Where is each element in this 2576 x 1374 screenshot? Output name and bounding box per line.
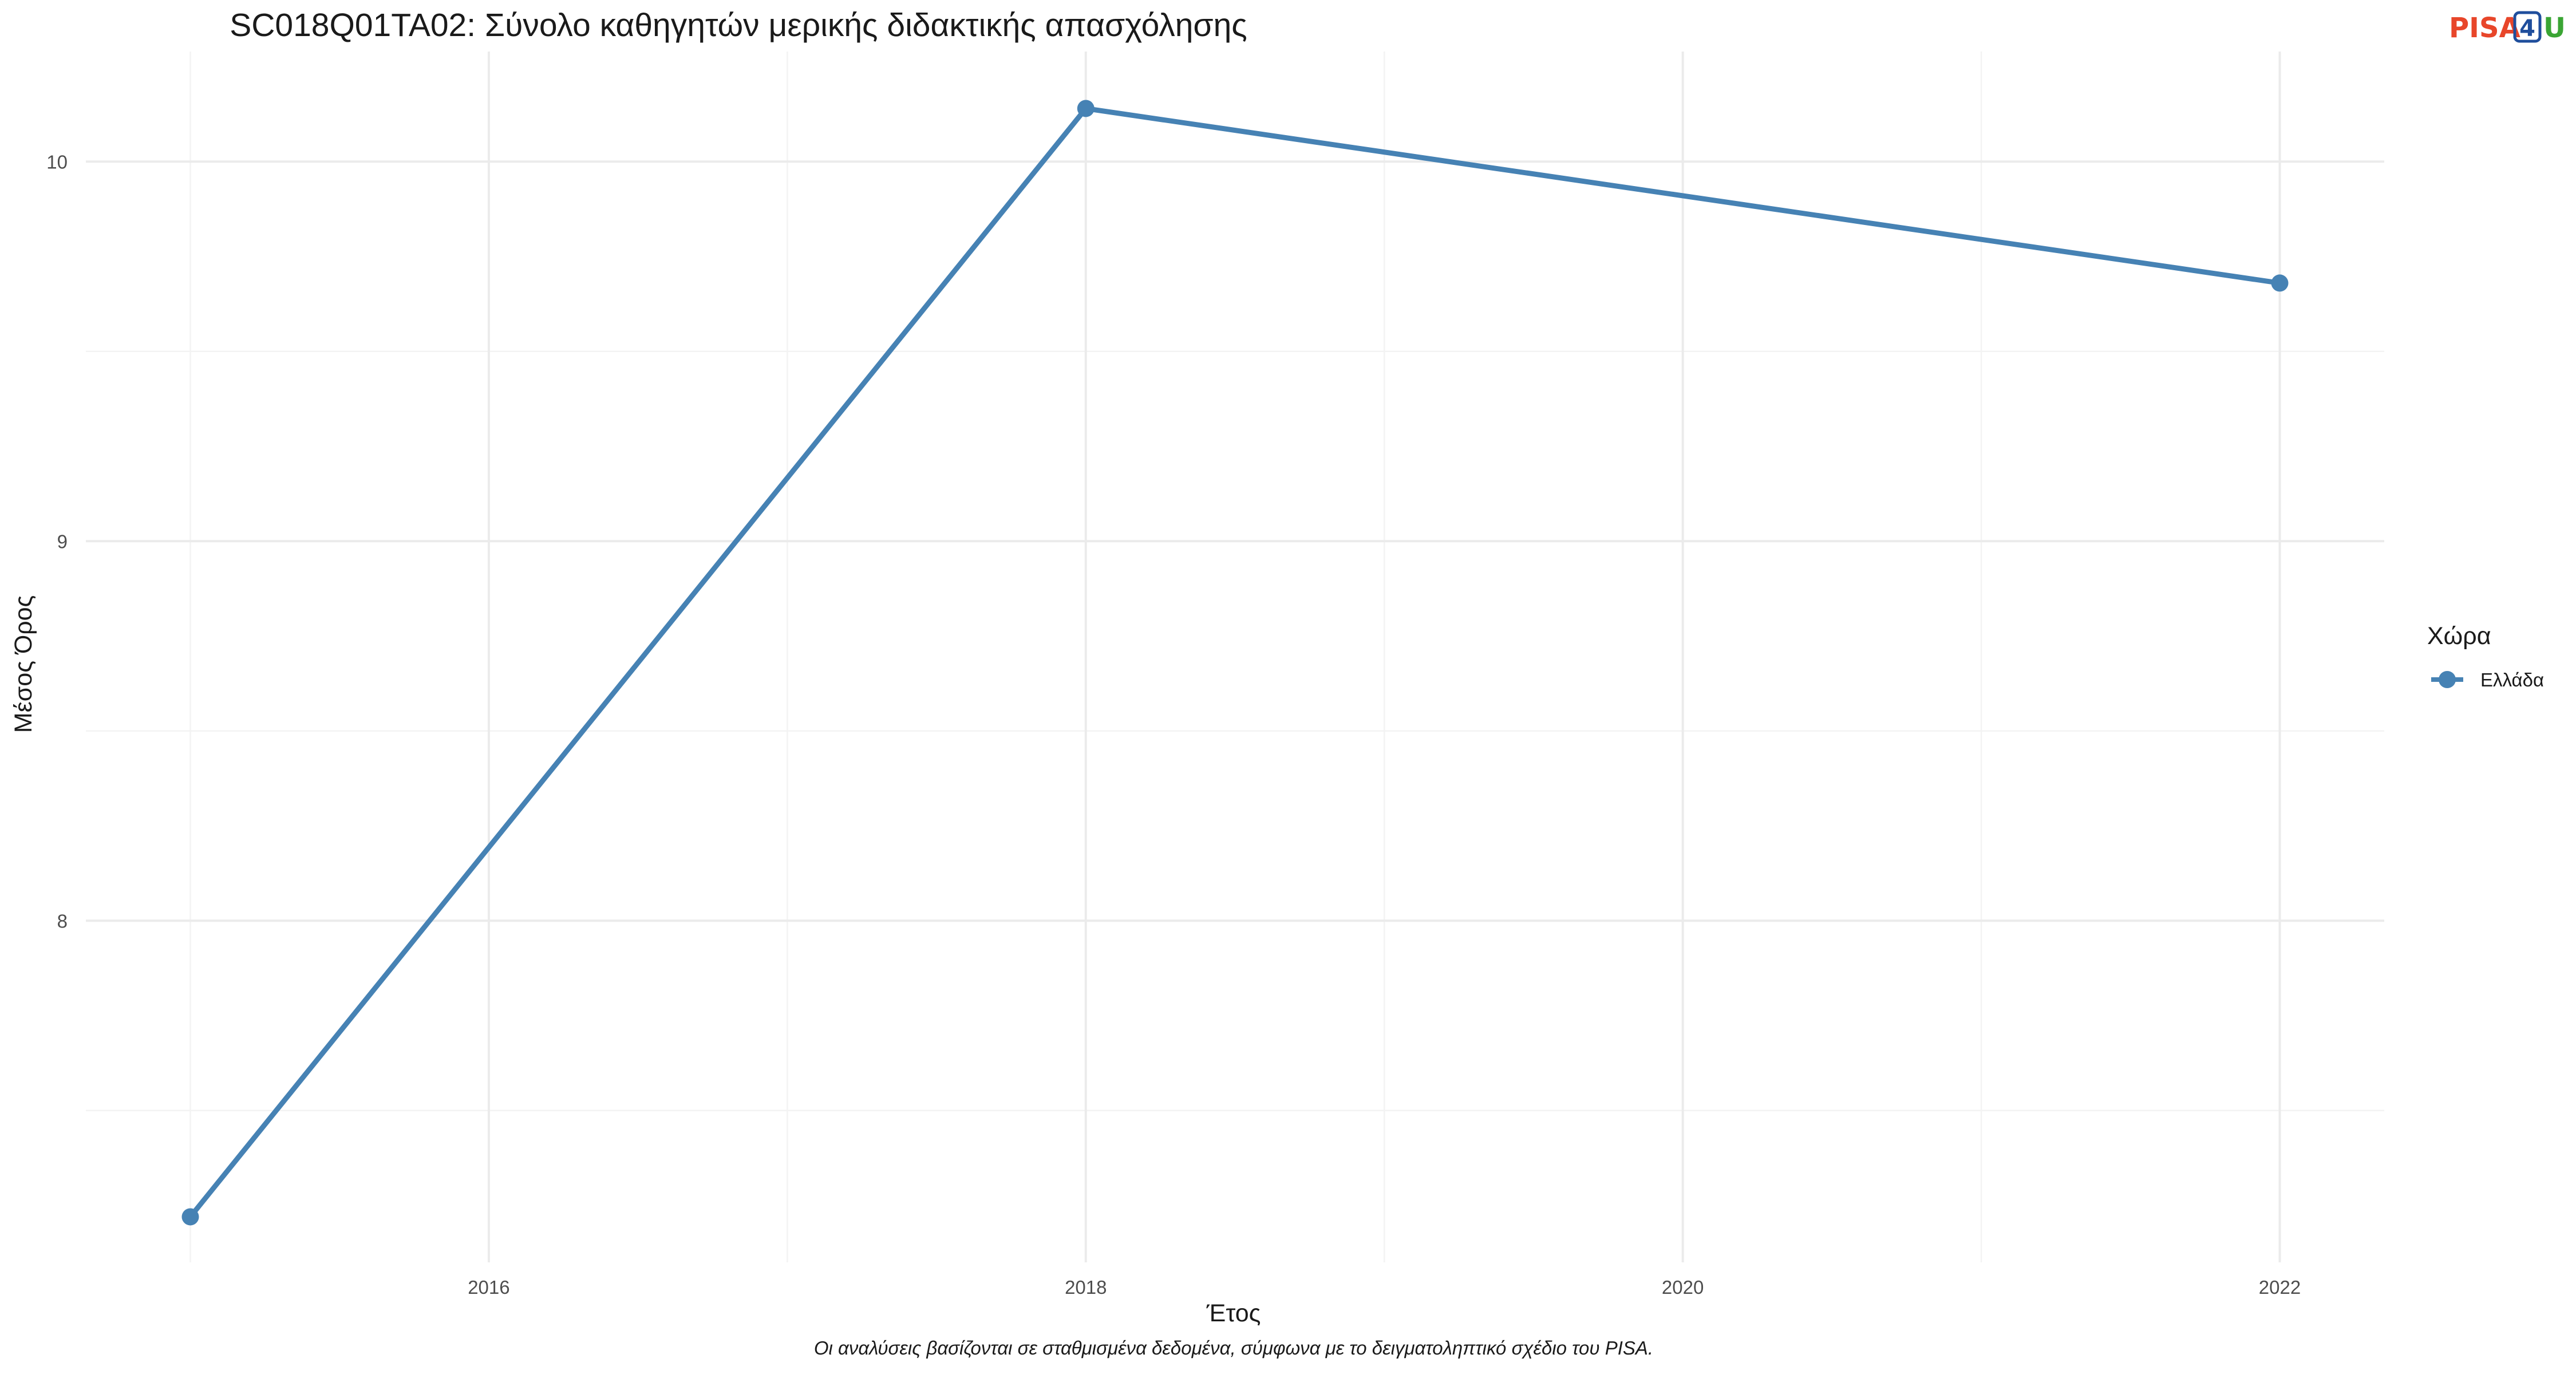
grid	[86, 52, 2384, 1262]
y-tick-label: 9	[57, 531, 68, 552]
logo-four-text: 4	[2519, 15, 2535, 42]
logo-u-text: U	[2543, 12, 2566, 44]
y-axis-title: Μέσος Όρος	[10, 595, 37, 733]
legend: Χώρα Ελλάδα	[2427, 622, 2544, 690]
x-tick-label: 2020	[1662, 1277, 1704, 1298]
data-point	[2271, 274, 2289, 292]
x-tick-label: 2016	[468, 1277, 509, 1298]
series	[181, 100, 2289, 1226]
x-tick-label: 2018	[1065, 1277, 1107, 1298]
y-tick-label: 10	[46, 151, 68, 172]
chart-title: SC018Q01TA02: Σύνολο καθηγητών μερικής δ…	[230, 7, 1247, 44]
x-axis-title: Έτος	[1206, 1300, 1261, 1327]
axis-ticks: 8 9 10 2016 2018 2020 2022	[46, 151, 2301, 1298]
pisa4u-logo: PISA 4 U	[2449, 11, 2566, 44]
data-point	[181, 1208, 199, 1226]
logo-pisa-text: PISA	[2449, 12, 2520, 44]
legend-title: Χώρα	[2427, 622, 2491, 650]
logo-badge	[2513, 11, 2542, 43]
legend-marker	[2439, 671, 2456, 688]
y-tick-label: 8	[57, 910, 68, 931]
data-point	[1077, 100, 1095, 117]
x-tick-label: 2022	[2259, 1277, 2301, 1298]
legend-label-ellada: Ελλάδα	[2480, 669, 2544, 690]
chart-caption: Οι αναλύσεις βασίζονται σε σταθμισμένα δ…	[814, 1337, 1653, 1359]
